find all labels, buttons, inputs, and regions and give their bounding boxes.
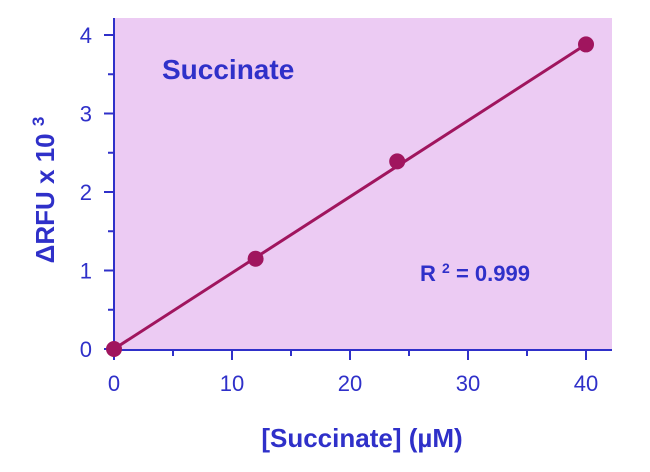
y-axis-label: ΔRFU x 10 3	[29, 117, 60, 264]
data-point	[247, 250, 264, 267]
data-point	[389, 153, 406, 170]
x-axis-label: [Succinate] (µM)	[261, 423, 462, 453]
y-tick-label: 4	[80, 23, 92, 48]
x-tick-label: 40	[574, 371, 598, 396]
annotation-prefix: R	[420, 261, 436, 286]
y-tick-label: 2	[80, 180, 92, 205]
x-tick-label: 20	[338, 371, 362, 396]
x-tick-label: 30	[456, 371, 480, 396]
fit-line	[113, 43, 587, 351]
data-point	[106, 341, 122, 357]
x-tick-label: 10	[220, 371, 244, 396]
chart-title: Succinate	[162, 54, 294, 85]
annotation-superscript: 2	[442, 260, 450, 276]
data-point	[578, 36, 594, 53]
y-tick-label: 3	[80, 102, 92, 127]
y-axis-label-main: ΔRFU x 10	[30, 133, 60, 263]
y-tick-label: 0	[80, 337, 92, 362]
x-tick-label: 0	[108, 371, 120, 396]
r-squared-annotation: R 2 = 0.999	[420, 253, 530, 286]
annotation-suffix: = 0.999	[456, 261, 530, 286]
y-axis-label-superscript: 3	[29, 117, 48, 126]
y-tick-label: 1	[80, 259, 92, 284]
